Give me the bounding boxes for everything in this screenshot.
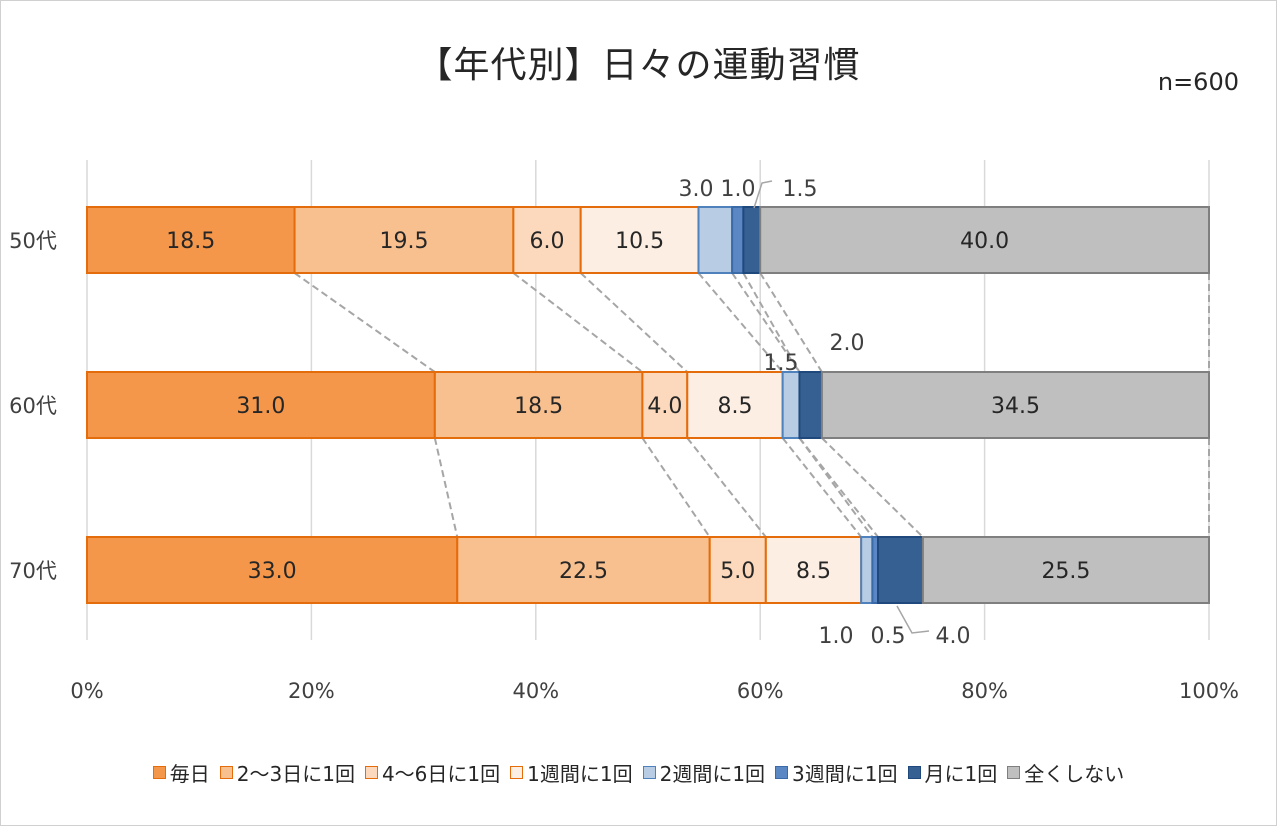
- bar-segment: [877, 536, 924, 604]
- data-label: 8.5: [796, 559, 831, 584]
- bar-segment: [86, 371, 436, 439]
- x-tick-label: 60%: [737, 679, 784, 703]
- bar-segment: [731, 206, 745, 274]
- data-label: 22.5: [559, 559, 608, 584]
- sample-size-label: n=600: [1157, 68, 1239, 96]
- x-tick-label: 0%: [70, 679, 103, 703]
- data-label: 2.0: [830, 331, 865, 356]
- bar-segment: [697, 206, 734, 274]
- legend-label: 全くしない: [1024, 762, 1125, 786]
- chart-title: 【年代別】日々の運動習慣: [416, 45, 861, 86]
- data-label: 10.5: [615, 229, 664, 254]
- legend-label: 3週間に1回: [792, 762, 898, 786]
- connector-line: [293, 272, 436, 373]
- bar-segment: [641, 371, 689, 439]
- data-label: 25.5: [1041, 559, 1090, 584]
- bar-segment: [742, 206, 762, 274]
- data-label: 1.0: [721, 177, 756, 202]
- bar-segment: [456, 536, 711, 604]
- bar-segment: [921, 536, 1210, 604]
- connector-line: [433, 437, 459, 538]
- bar-segment: [764, 536, 863, 604]
- connector-line: [731, 272, 801, 373]
- connector-line: [798, 437, 879, 538]
- legend-swatch: [642, 766, 656, 779]
- legend-item: 1週間に1回: [510, 758, 633, 787]
- bar-segment: [759, 206, 1210, 274]
- legend-swatch: [364, 766, 378, 779]
- data-label: 33.0: [248, 559, 297, 584]
- bar-segment: [708, 536, 767, 604]
- data-label: 1.5: [764, 351, 799, 376]
- connector-line: [641, 437, 711, 538]
- legend-item: 4～6日に1回: [364, 758, 501, 787]
- bar-segment: [86, 206, 296, 274]
- data-label: 19.5: [379, 229, 428, 254]
- data-label: 4.0: [647, 394, 682, 419]
- data-label: 3.0: [679, 177, 714, 202]
- data-label: 40.0: [960, 229, 1009, 254]
- x-tick-label: 20%: [288, 679, 335, 703]
- legend-label: 2～3日に1回: [236, 762, 355, 786]
- connector-line: [798, 437, 874, 538]
- x-tick-label: 40%: [512, 679, 559, 703]
- legend-swatch: [510, 766, 524, 779]
- bar-segment: [798, 371, 823, 439]
- bar-segment: [686, 371, 784, 439]
- legend-label: 月に1回: [924, 762, 998, 786]
- legend-swatch: [1007, 766, 1021, 779]
- legend-label: 4～6日に1回: [381, 762, 501, 786]
- legend-swatch: [907, 766, 921, 779]
- data-label: 0.5: [871, 624, 906, 649]
- data-label: 8.5: [717, 394, 752, 419]
- leader-line: [753, 180, 773, 209]
- connector-line: [579, 272, 688, 373]
- x-tick-label: 80%: [961, 679, 1008, 703]
- chart-legend: 毎日 2～3日に1回 4～6日に1回 1週間に1回 2週間に1回 3週間に1回 月に1回 全く…: [0, 758, 1277, 787]
- legend-swatch: [775, 766, 789, 779]
- y-category-label: 50代: [9, 229, 57, 253]
- legend-item: 毎日: [152, 758, 210, 787]
- legend-item: 2週間に1回: [642, 758, 766, 787]
- legend-label: 1週間に1回: [527, 762, 633, 786]
- connector-line: [821, 437, 924, 538]
- data-label: 34.5: [991, 394, 1040, 419]
- bar-segment: [293, 206, 515, 274]
- data-label: 4.0: [936, 624, 971, 649]
- connector-line: [686, 437, 767, 538]
- connector-line: [512, 272, 643, 373]
- x-tick-label: 100%: [1179, 679, 1239, 703]
- data-label: 5.0: [720, 559, 755, 584]
- data-label: 31.0: [236, 394, 285, 419]
- connector-line: [759, 272, 823, 373]
- bar-segment: [433, 371, 644, 439]
- bar-segment: [781, 371, 801, 439]
- legend-swatch: [219, 766, 233, 779]
- data-label: 6.0: [530, 229, 565, 254]
- data-label: 1.0: [819, 624, 854, 649]
- legend-item: 全くしない: [1007, 758, 1124, 787]
- legend-label: 毎日: [169, 762, 210, 786]
- data-label: 18.5: [166, 229, 215, 254]
- bar-segment: [820, 371, 1210, 439]
- connector-line: [781, 437, 862, 538]
- bar-segment: [579, 206, 700, 274]
- legend-item: 2～3日に1回: [219, 758, 355, 787]
- data-label: 18.5: [514, 394, 563, 419]
- bar-segment: [512, 206, 582, 274]
- y-category-label: 70代: [9, 559, 57, 583]
- connector-line: [742, 272, 801, 373]
- legend-item: 月に1回: [907, 758, 998, 787]
- y-category-label: 60代: [9, 394, 57, 418]
- legend-label: 2週間に1回: [659, 762, 766, 786]
- data-label: 1.5: [783, 177, 818, 202]
- legend-swatch: [152, 766, 166, 779]
- bar-segment: [860, 536, 874, 604]
- legend-item: 3週間に1回: [775, 758, 898, 787]
- leader-line: [896, 605, 930, 634]
